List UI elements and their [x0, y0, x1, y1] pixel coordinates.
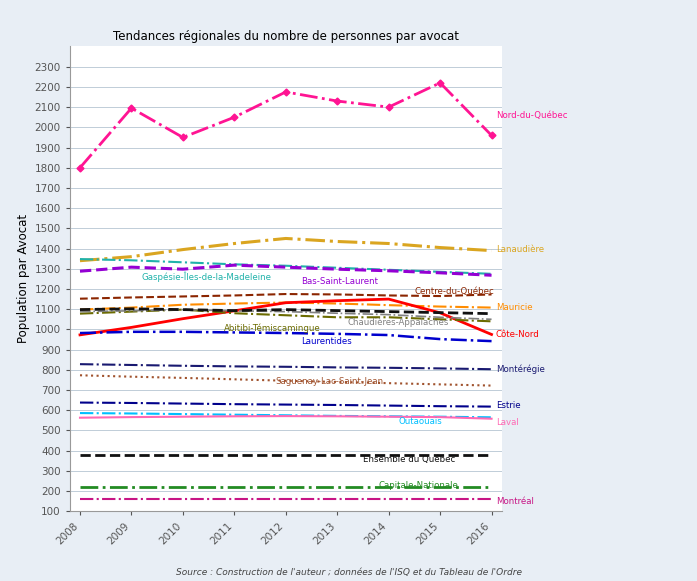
Text: Centre-du-Québec: Centre-du-Québec — [415, 287, 494, 296]
Text: Montréal: Montréal — [496, 497, 533, 506]
Y-axis label: Population par Avocat: Population par Avocat — [17, 214, 30, 343]
Text: Abitibi-Témiscamingue: Abitibi-Témiscamingue — [224, 324, 321, 333]
Text: Côte-Nord: Côte-Nord — [496, 330, 539, 339]
Text: Source : Construction de l'auteur ; données de l'ISQ et du Tableau de l'Ordre: Source : Construction de l'auteur ; donn… — [176, 568, 521, 577]
Text: Saguenay-Lac-Saint-Jean: Saguenay-Lac-Saint-Jean — [275, 377, 383, 386]
Text: Laurentides: Laurentides — [301, 336, 352, 346]
Text: Capitale-Nationale: Capitale-Nationale — [378, 481, 458, 490]
Text: Outaouais: Outaouais — [399, 417, 443, 426]
Text: Montérégie: Montérégie — [496, 364, 544, 374]
Text: Lanaudière: Lanaudière — [496, 246, 544, 254]
Text: Ensemble du Québec: Ensemble du Québec — [363, 455, 455, 464]
Text: Laval: Laval — [496, 418, 519, 427]
Text: Bas-Saint-Laurent: Bas-Saint-Laurent — [301, 277, 378, 286]
Title: Tendances régionales du nombre de personnes par avocat: Tendances régionales du nombre de person… — [113, 30, 459, 42]
Text: Nord-du-Québec: Nord-du-Québec — [496, 111, 567, 120]
Text: Mauricie: Mauricie — [496, 303, 533, 312]
Text: Estrie: Estrie — [496, 401, 520, 410]
Text: Gaspésie-Îles-de-la-Madeleine: Gaspésie-Îles-de-la-Madeleine — [141, 271, 272, 282]
Text: Chaudières-Appalaches: Chaudières-Appalaches — [348, 318, 449, 327]
